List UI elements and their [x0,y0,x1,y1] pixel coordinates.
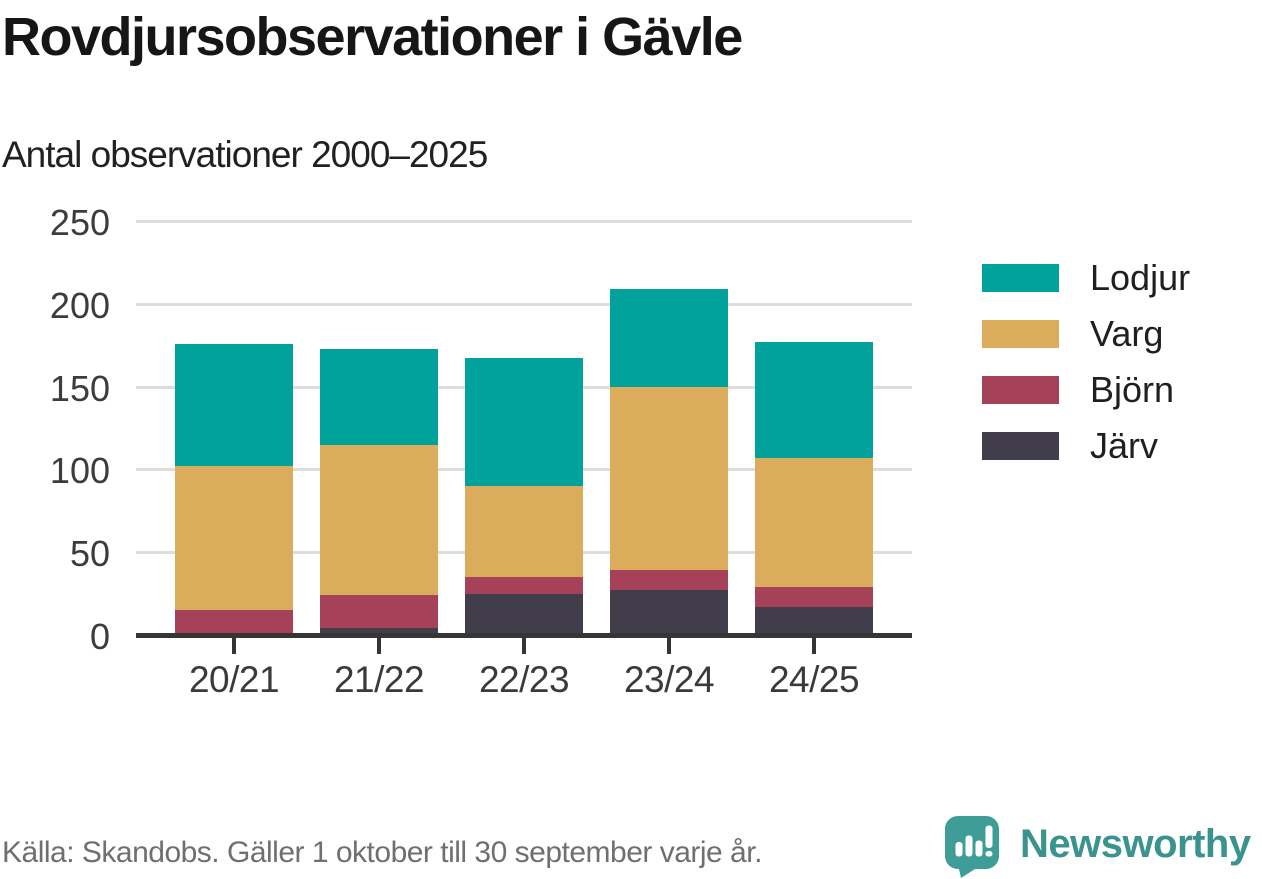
bar-group [465,358,583,635]
bar-segment [610,288,728,387]
bar-segment [465,577,583,594]
bar-segment [175,343,293,467]
x-tick [812,637,816,654]
page-title: Rovdjursobservationer i Gävle [2,7,743,67]
x-tick-label: 23/24 [623,659,715,700]
x-tick [522,637,526,654]
source-note: Källa: Skandobs. Gäller 1 oktober till 3… [2,836,762,869]
bar-segment [320,595,438,629]
bar-group [175,343,293,635]
x-tick-label: 21/22 [333,659,425,700]
x-tick-label: 24/25 [768,659,860,700]
x-axis-line [136,633,912,638]
bar-segment [610,590,728,635]
chart-subtitle: Antal observationer 2000–2025 [2,134,488,175]
bar-group [610,288,728,635]
legend-label: Björn [1090,369,1175,410]
bar-group [755,341,873,635]
y-tick-label: 200 [49,284,110,326]
gridline-200 [136,302,912,306]
newsworthy-wordmark: Newsworthy [1020,822,1251,866]
legend-label: Lodjur [1090,257,1191,298]
legend-swatch [982,320,1059,348]
y-tick-label: 0 [89,616,110,657]
bar-segment [175,466,293,611]
bar-segment [610,570,728,591]
bar-group [320,348,438,635]
y-tick-label: 150 [49,367,110,409]
x-tick-label: 22/23 [478,659,570,700]
bar-segment [320,444,438,596]
bar-segment [465,485,583,578]
bar-segment [755,587,873,607]
bar-segment [465,593,583,635]
legend-swatch [982,432,1059,460]
bar-segment [320,348,438,445]
bar-segment [465,358,583,486]
bar-segment [175,610,293,635]
gridline-250 [136,220,912,223]
bar-segment [755,606,873,635]
bar-segment [320,628,438,635]
x-tick [667,637,671,654]
newsworthy-logo-icon [945,816,999,878]
bar-segment [755,341,873,458]
legend-label: Järv [1090,425,1159,466]
legend-label: Varg [1090,313,1164,354]
y-tick-label: 100 [49,450,110,492]
bar-segment [610,386,728,571]
legend-swatch [982,264,1059,292]
bar-segment [755,457,873,587]
x-tick [377,637,381,654]
y-tick-label: 250 [49,202,110,243]
y-tick-label: 50 [69,533,110,575]
x-tick [232,637,236,654]
x-tick-label: 20/21 [188,659,280,700]
legend-swatch [982,376,1059,404]
